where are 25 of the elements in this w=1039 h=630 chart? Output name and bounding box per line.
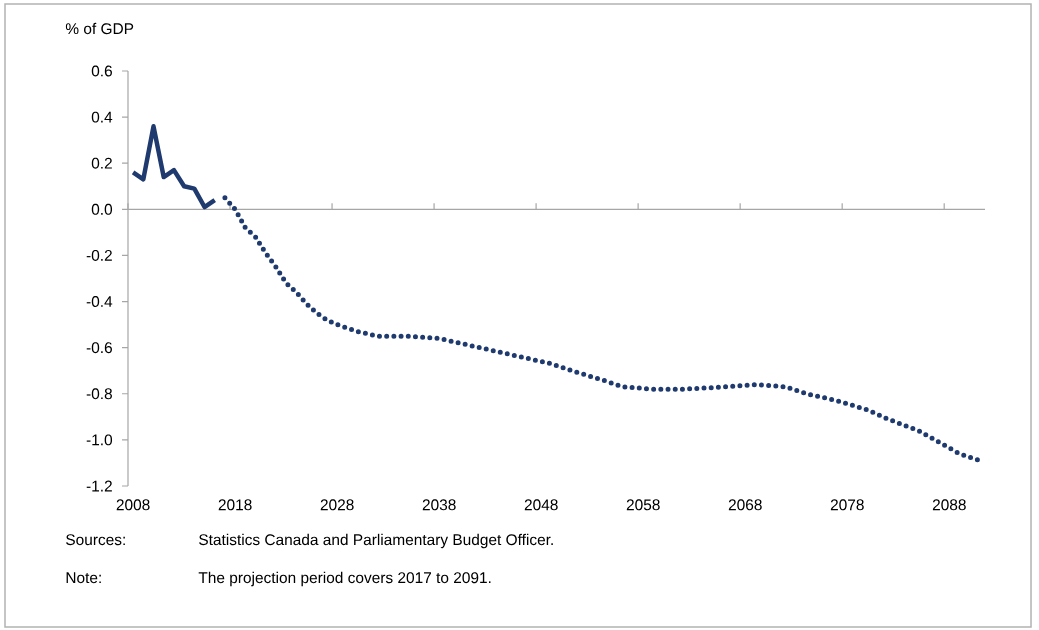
text: The projection period covers 2017 to 2091. — [198, 571, 491, 587]
y-tick-label: 0.4 — [91, 111, 113, 123]
x-tick-label: 2008 — [116, 499, 150, 511]
x-tick-label: 2038 — [422, 499, 456, 511]
y-tick-label: 0.0 — [91, 203, 113, 215]
x-tick-label: 2078 — [830, 499, 864, 511]
y-tick-label: -0.2 — [86, 249, 112, 261]
y-tick-label: 0.6 — [91, 65, 112, 77]
y-tick-label: -1.2 — [86, 480, 112, 492]
source-note: Sources: — [66, 534, 125, 546]
x-tick-label: 2048 — [524, 499, 558, 511]
text: Statistics Canada and Parliamentary Budget Officer. — [199, 533, 553, 549]
text: Note: — [66, 572, 101, 584]
line-series — [130, 124, 217, 210]
y-tick-label: 0.2 — [91, 157, 112, 169]
y-tick-label: -0.8 — [86, 388, 112, 400]
y-tick-label: -1.0 — [86, 434, 113, 446]
x-tick-label: 2018 — [218, 499, 252, 511]
y-tick-label: -0.6 — [86, 342, 112, 354]
x-tick-label: 2088 — [932, 499, 966, 511]
x-tick-label: 2058 — [626, 499, 660, 511]
y-axis-title: % of GDP — [65, 22, 134, 35]
x-tick-label: 2068 — [728, 499, 762, 511]
x-tick-label: 2028 — [320, 499, 354, 511]
y-tick-label: -0.4 — [86, 296, 113, 308]
